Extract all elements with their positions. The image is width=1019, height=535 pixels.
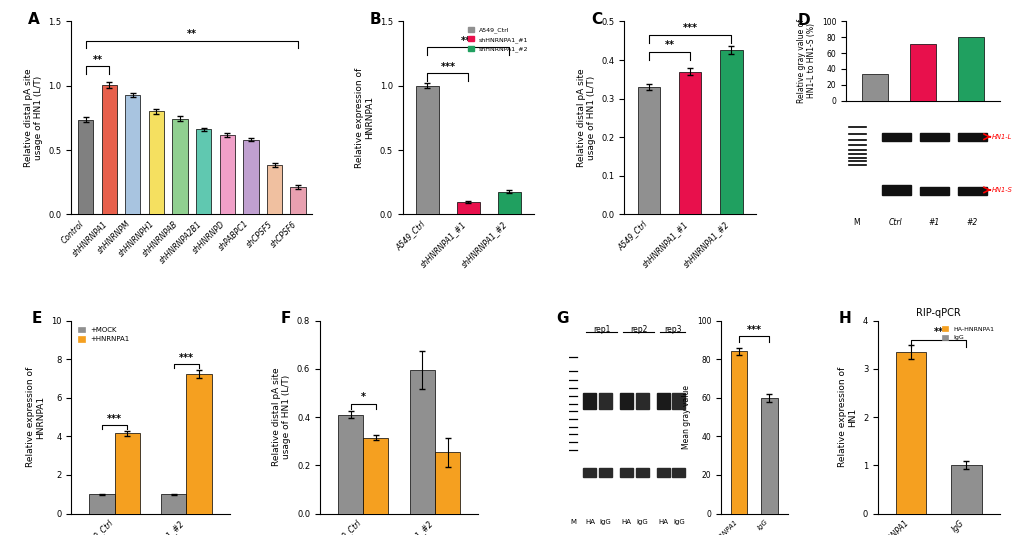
- Bar: [637, 87, 659, 215]
- Text: IgG: IgG: [673, 519, 684, 525]
- Bar: [672, 393, 685, 409]
- Bar: [114, 433, 140, 514]
- Text: ***: ***: [461, 36, 476, 46]
- Bar: [497, 192, 521, 215]
- Y-axis label: Relative gray value of
HN1-L to HN1-S (%): Relative gray value of HN1-L to HN1-S (%…: [796, 19, 815, 103]
- Bar: [125, 95, 141, 215]
- Bar: [919, 187, 948, 195]
- Text: rep3: rep3: [663, 325, 681, 334]
- Bar: [290, 187, 306, 215]
- Y-axis label: Relative distal pA site
usage of HN1 (L/T): Relative distal pA site usage of HN1 (L/…: [272, 368, 291, 467]
- Text: ***: ***: [746, 325, 761, 335]
- Text: *: *: [361, 392, 365, 402]
- Text: ***: ***: [107, 414, 122, 424]
- Text: H: H: [839, 311, 851, 326]
- Text: F: F: [280, 311, 290, 326]
- Bar: [416, 86, 438, 215]
- Bar: [679, 72, 701, 215]
- Bar: [243, 140, 259, 215]
- Bar: [434, 452, 460, 514]
- Bar: [880, 185, 910, 195]
- Bar: [895, 352, 925, 514]
- Bar: [267, 165, 282, 215]
- Text: M: M: [853, 218, 859, 226]
- Y-axis label: Relative expression of
HN1: Relative expression of HN1: [837, 367, 856, 467]
- Y-axis label: Relative expression of
HNRNPA1: Relative expression of HNRNPA1: [26, 367, 46, 467]
- Bar: [957, 37, 983, 101]
- Legend: +MOCK, +HNRNPA1: +MOCK, +HNRNPA1: [74, 324, 132, 345]
- Bar: [196, 129, 211, 215]
- Bar: [186, 373, 211, 514]
- Text: HA: HA: [658, 519, 667, 525]
- Bar: [861, 74, 888, 101]
- Y-axis label: Relative expression of
HNRNPA1: Relative expression of HNRNPA1: [355, 68, 374, 168]
- Text: #2: #2: [965, 218, 976, 226]
- Bar: [172, 119, 187, 215]
- Bar: [77, 120, 93, 215]
- Legend: HA-HNRNPA1, IgG: HA-HNRNPA1, IgG: [938, 324, 996, 343]
- Text: G: G: [556, 311, 569, 326]
- Bar: [730, 351, 747, 514]
- Text: E: E: [32, 311, 42, 326]
- Bar: [102, 85, 117, 215]
- Bar: [90, 494, 114, 514]
- Text: HA: HA: [584, 519, 594, 525]
- Text: HN1-L: HN1-L: [990, 134, 1011, 140]
- Title: RIP-qPCR: RIP-qPCR: [915, 308, 960, 318]
- Text: **: **: [932, 327, 943, 338]
- Text: C: C: [591, 12, 602, 27]
- Text: rep1: rep1: [593, 325, 610, 334]
- Text: ***: ***: [682, 23, 697, 33]
- Bar: [635, 393, 648, 409]
- Text: #1: #1: [927, 218, 938, 226]
- Bar: [149, 111, 164, 215]
- Bar: [457, 202, 479, 215]
- Text: A: A: [28, 12, 40, 27]
- Bar: [957, 187, 986, 195]
- Y-axis label: Mean gray value: Mean gray value: [682, 385, 691, 449]
- Text: **: **: [93, 55, 102, 65]
- Text: HN1-S: HN1-S: [990, 187, 1012, 193]
- Bar: [620, 468, 633, 477]
- Y-axis label: Relative distal pA site
usage of HN1 (L/T): Relative distal pA site usage of HN1 (L/…: [576, 68, 595, 167]
- Text: ***: ***: [440, 62, 454, 72]
- Text: rep2: rep2: [630, 325, 647, 334]
- Bar: [583, 468, 596, 477]
- Bar: [635, 468, 648, 477]
- Text: Ctrl: Ctrl: [888, 218, 901, 226]
- Bar: [219, 135, 234, 215]
- Text: HA: HA: [622, 519, 631, 525]
- Bar: [957, 133, 986, 141]
- Text: M: M: [570, 519, 576, 525]
- Text: D: D: [797, 13, 809, 28]
- Bar: [719, 50, 742, 215]
- Text: **: **: [664, 40, 674, 50]
- Bar: [909, 43, 935, 101]
- Bar: [410, 370, 434, 514]
- Bar: [656, 393, 669, 409]
- Bar: [583, 393, 596, 409]
- Text: IgG: IgG: [599, 519, 610, 525]
- Bar: [363, 438, 388, 514]
- Bar: [161, 494, 186, 514]
- Text: IgG: IgG: [636, 519, 647, 525]
- Bar: [656, 468, 669, 477]
- Text: ***: ***: [178, 353, 194, 363]
- Bar: [919, 133, 948, 141]
- Bar: [598, 393, 611, 409]
- Bar: [598, 468, 611, 477]
- Text: B: B: [370, 12, 381, 27]
- Y-axis label: Relative distal pA site
usage of HN1 (L/T): Relative distal pA site usage of HN1 (L/…: [23, 68, 43, 167]
- Bar: [951, 465, 980, 514]
- Bar: [620, 393, 633, 409]
- Text: **: **: [186, 29, 197, 40]
- Bar: [337, 415, 363, 514]
- Legend: A549_Ctrl, shHNRNPA1_#1, shHNRNPA1_#2: A549_Ctrl, shHNRNPA1_#1, shHNRNPA1_#2: [465, 25, 531, 55]
- Bar: [880, 133, 910, 141]
- Bar: [760, 398, 776, 514]
- Bar: [672, 468, 685, 477]
